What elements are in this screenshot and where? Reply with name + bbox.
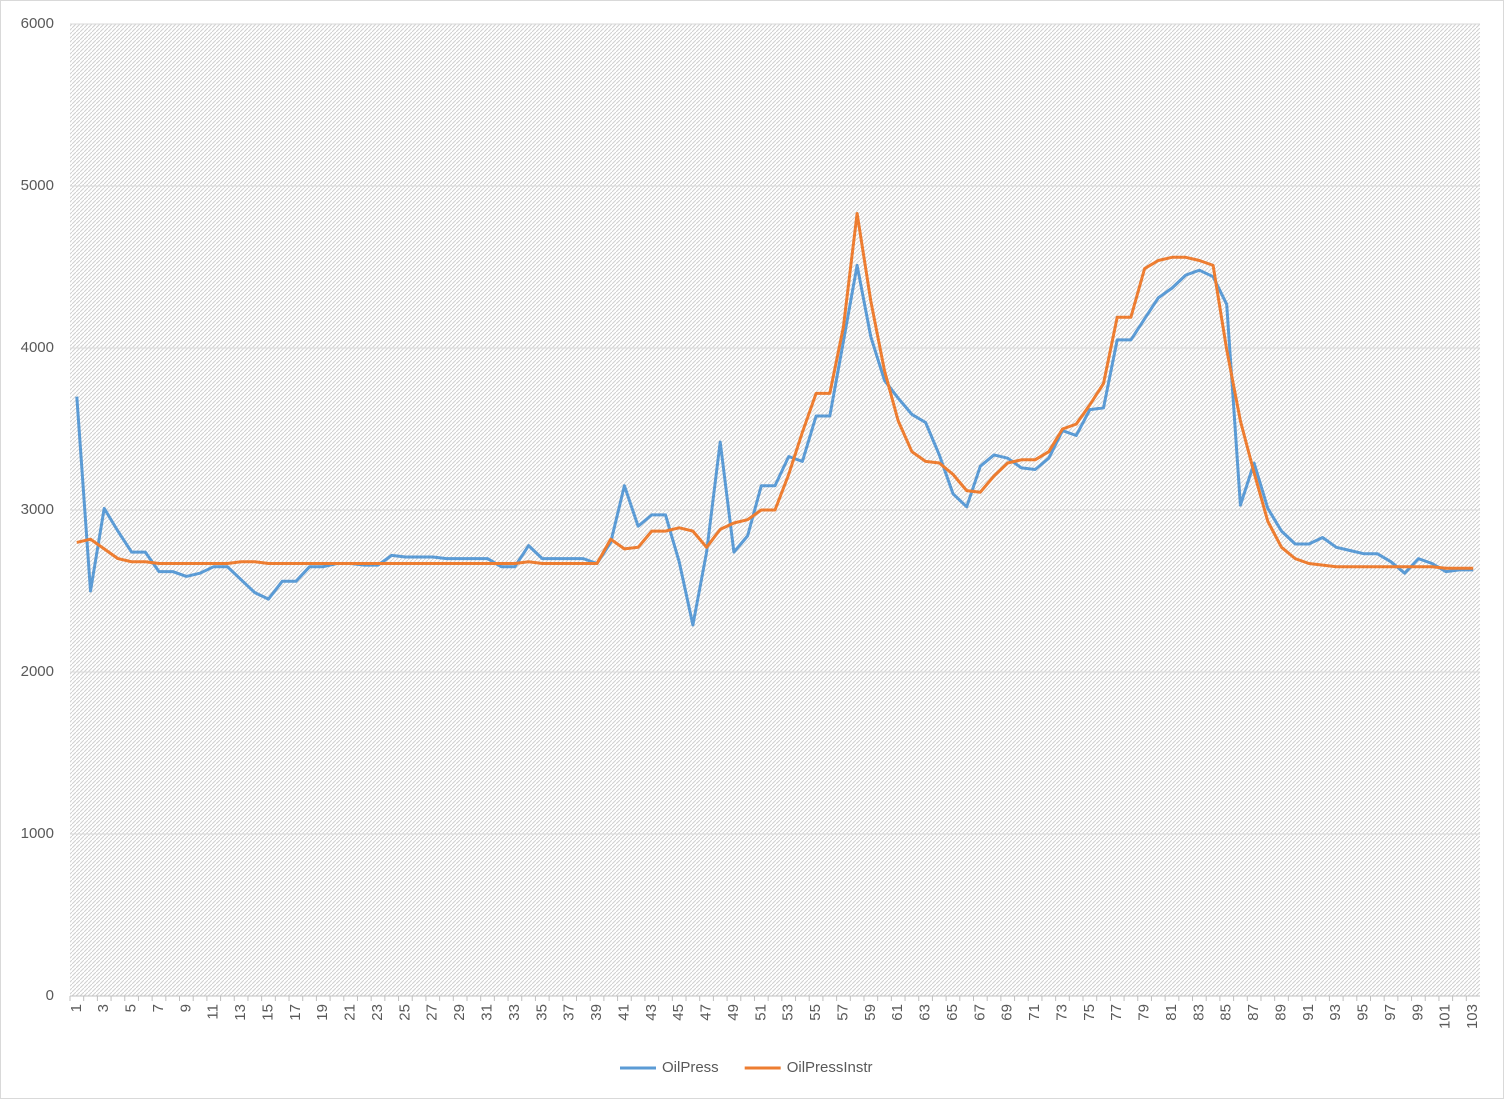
x-tick-label: 81 — [1163, 1004, 1180, 1021]
x-tick-label: 45 — [670, 1004, 687, 1021]
x-tick-label: 19 — [314, 1004, 331, 1021]
x-tick-label: 75 — [1081, 1004, 1098, 1021]
x-tick-label: 67 — [971, 1004, 988, 1021]
x-tick-label: 91 — [1300, 1004, 1317, 1021]
x-tick-label: 85 — [1218, 1004, 1235, 1021]
x-tick-label: 35 — [533, 1004, 550, 1021]
y-tick-label: 1000 — [21, 825, 54, 842]
x-tick-label: 69 — [999, 1004, 1016, 1021]
x-tick-label: 101 — [1437, 1004, 1454, 1029]
y-tick-label: 4000 — [21, 339, 54, 356]
x-tick-label: 33 — [506, 1004, 523, 1021]
x-tick-label: 47 — [698, 1004, 715, 1021]
x-tick-label: 61 — [889, 1004, 906, 1021]
x-tick-label: 93 — [1327, 1004, 1344, 1021]
x-tick-label: 99 — [1409, 1004, 1426, 1021]
x-tick-label: 3 — [95, 1004, 112, 1012]
x-tick-label: 83 — [1190, 1004, 1207, 1021]
x-tick-label: 23 — [369, 1004, 386, 1021]
x-tick-label: 63 — [917, 1004, 934, 1021]
x-tick-label: 103 — [1464, 1004, 1481, 1029]
x-tick-label: 9 — [177, 1004, 194, 1012]
x-tick-label: 7 — [150, 1004, 167, 1012]
x-tick-label: 79 — [1136, 1004, 1153, 1021]
x-tick-label: 49 — [725, 1004, 742, 1021]
x-tick-label: 1 — [68, 1004, 85, 1012]
x-tick-label: 57 — [834, 1004, 851, 1021]
x-tick-label: 51 — [752, 1004, 769, 1021]
x-tick-label: 17 — [287, 1004, 304, 1021]
x-tick-label: 29 — [451, 1004, 468, 1021]
x-tick-label: 43 — [643, 1004, 660, 1021]
x-tick-label: 15 — [259, 1004, 276, 1021]
x-tick-label: 77 — [1108, 1004, 1125, 1021]
y-tick-label: 0 — [46, 987, 54, 1004]
x-tick-label: 53 — [780, 1004, 797, 1021]
legend-label: OilPressInstr — [787, 1059, 873, 1076]
y-tick-label: 6000 — [21, 15, 54, 32]
x-tick-label: 39 — [588, 1004, 605, 1021]
y-tick-label: 3000 — [21, 501, 54, 518]
x-tick-label: 87 — [1245, 1004, 1262, 1021]
x-tick-label: 11 — [205, 1004, 222, 1020]
legend-label: OilPress — [662, 1059, 719, 1076]
x-tick-label: 27 — [424, 1004, 441, 1021]
x-tick-label: 73 — [1053, 1004, 1070, 1021]
x-tick-label: 95 — [1355, 1004, 1372, 1021]
x-tick-label: 31 — [478, 1004, 495, 1021]
x-tick-label: 25 — [396, 1004, 413, 1021]
data-line — [75, 263, 1474, 627]
x-tick-label: 97 — [1382, 1004, 1399, 1021]
x-tick-label: 5 — [123, 1004, 140, 1012]
x-tick-label: 55 — [807, 1004, 824, 1021]
x-tick-label: 37 — [561, 1004, 578, 1021]
x-tick-label: 89 — [1272, 1004, 1289, 1021]
data-line — [76, 212, 1474, 570]
x-tick-label: 13 — [232, 1004, 249, 1021]
x-tick-label: 71 — [1026, 1004, 1043, 1021]
y-tick-label: 5000 — [21, 177, 54, 194]
x-tick-label: 59 — [862, 1004, 879, 1021]
x-tick-label: 65 — [944, 1004, 961, 1021]
x-tick-label: 41 — [615, 1004, 632, 1021]
x-tick-label: 21 — [342, 1004, 359, 1021]
y-tick-label: 2000 — [21, 663, 54, 680]
